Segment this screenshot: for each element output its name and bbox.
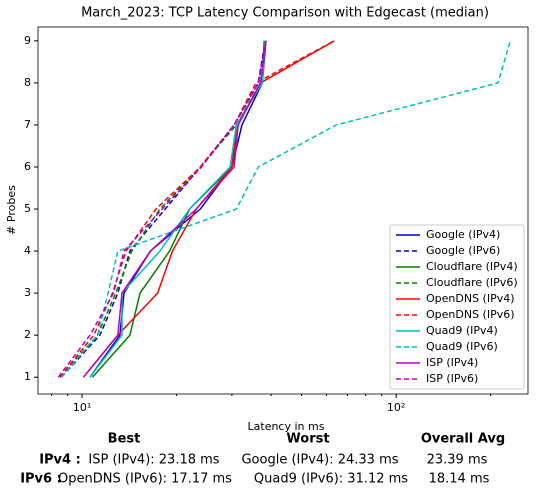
series-line [89, 40, 266, 378]
y-tick-label: 5 [24, 202, 31, 215]
series-line [59, 40, 335, 378]
table-cell: Google (IPv4): 24.33 ms [241, 453, 398, 468]
y-axis-label: # Probes [5, 185, 18, 235]
legend-label: Cloudflare (IPv4) [426, 260, 518, 273]
x-tick-label: 10¹ [73, 401, 91, 414]
x-axis-label: Latency in ms [248, 420, 325, 433]
legend-label: Cloudflare (IPv6) [426, 276, 518, 289]
series-line [60, 40, 512, 378]
row-label: IPv4 : [39, 453, 81, 468]
y-tick-label: 7 [24, 118, 31, 131]
legend-label: Google (IPv4) [426, 228, 500, 241]
series-line [60, 40, 266, 378]
legend-label: OpenDNS (IPv4) [426, 292, 515, 305]
legend-box [389, 224, 525, 390]
table-cell: Quad9 (IPv6): 31.12 ms [254, 472, 408, 487]
x-tick-label: 10² [387, 401, 405, 414]
legend-label: Quad9 (IPv4) [426, 324, 498, 337]
table-cell: OpenDNS (IPv6): 17.17 ms [58, 472, 232, 487]
chart-title: March_2023: TCP Latency Comparison with … [81, 6, 489, 21]
y-tick-label: 2 [24, 328, 31, 341]
table-header: Worst [286, 432, 329, 447]
table-cell: 18.14 ms [429, 472, 490, 487]
table-header: Overall Avg [421, 432, 505, 447]
y-tick-label: 9 [24, 34, 31, 47]
table-header: Best [108, 432, 141, 447]
y-tick-label: 6 [24, 160, 31, 173]
y-tick-label: 8 [24, 76, 31, 89]
plot-frame [37, 26, 529, 395]
y-tick-label: 4 [24, 244, 31, 257]
table-cell: 23.39 ms [427, 453, 488, 468]
table-cell: ISP (IPv4): 23.18 ms [88, 453, 219, 468]
series-line [82, 40, 267, 378]
y-tick-label: 1 [24, 370, 31, 383]
legend-label: Quad9 (IPv6) [426, 340, 498, 353]
legend-label: OpenDNS (IPv6) [426, 308, 515, 321]
legend-label: ISP (IPv6) [426, 372, 478, 385]
series-line [57, 40, 267, 378]
legend-label: Google (IPv6) [426, 244, 500, 257]
row-label: IPv6 : [20, 472, 62, 487]
series-line [89, 40, 267, 378]
legend-label: ISP (IPv4) [426, 356, 478, 369]
y-tick-label: 3 [24, 286, 31, 299]
